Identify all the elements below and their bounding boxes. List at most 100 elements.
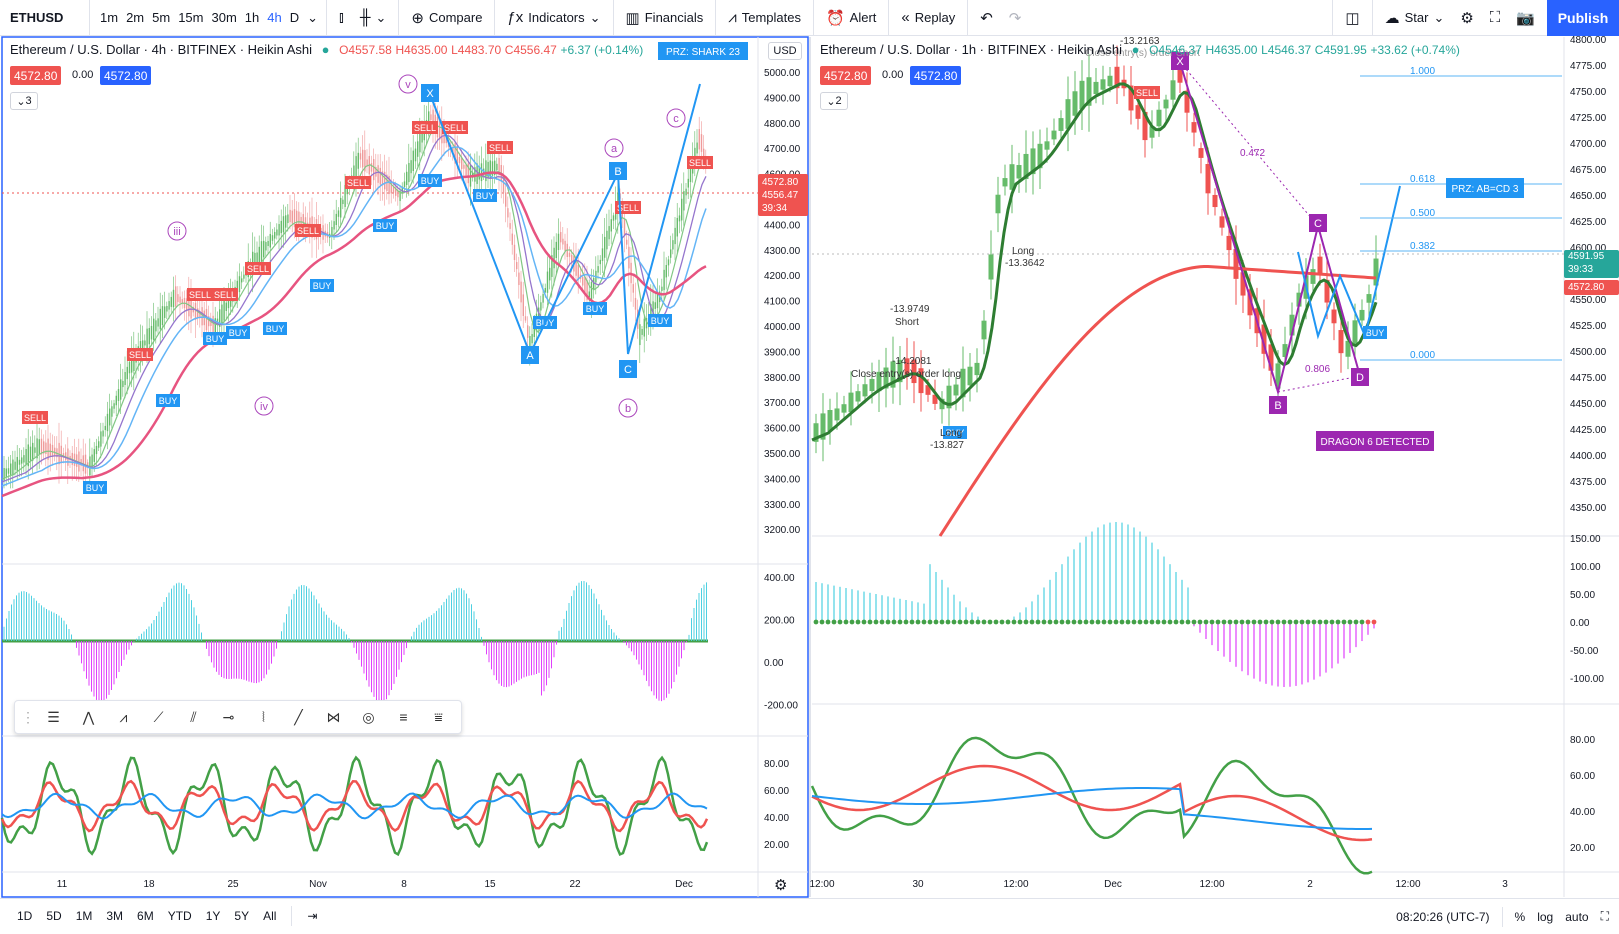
settings-lines-icon[interactable]: ⩸ <box>434 708 443 725</box>
prz-abcd-label[interactable] <box>1446 178 1524 198</box>
compare-button[interactable]: ⊕ Compare <box>403 0 490 36</box>
right-symbol-title[interactable]: Ethereum / U.S. Dollar · 1h · BITFINEX ·… <box>820 42 1122 57</box>
fullscreen-button[interactable]: ⛶ <box>1482 0 1509 36</box>
left-candle <box>155 320 157 332</box>
left-osc-tick: 400.00 <box>764 573 795 584</box>
pattern-point-c[interactable] <box>1309 214 1327 232</box>
sell-signal <box>187 288 213 301</box>
pattern-point-b[interactable] <box>609 162 627 180</box>
right-close: C4591.95 <box>1314 43 1367 57</box>
right-candle <box>1240 272 1246 296</box>
range-5y[interactable]: 5Y <box>234 909 250 923</box>
range-6m[interactable]: 6M <box>137 909 154 923</box>
left-symbol-title[interactable]: Ethereum / U.S. Dollar · 4h · BITFINEX ·… <box>10 42 312 57</box>
auto-toggle[interactable]: auto <box>1565 909 1589 924</box>
right-candle <box>1107 75 1113 87</box>
long-position-icon[interactable]: ⦚ <box>262 708 265 725</box>
ray-icon[interactable]: ⊸ <box>222 708 235 725</box>
settings-button[interactable]: ⚙ <box>1452 0 1481 36</box>
range-3m[interactable]: 3M <box>106 909 124 923</box>
pattern-point-c[interactable] <box>619 360 637 378</box>
go-to-date-icon[interactable]: ⇥ <box>307 909 318 923</box>
interval-1h[interactable]: 1h <box>244 10 260 25</box>
interval-5m[interactable]: 5m <box>152 10 171 25</box>
left-price-tick: 4300.00 <box>764 246 801 257</box>
alert-button[interactable]: ⏰ Alert <box>818 0 884 36</box>
sell-signal-text: SELL <box>414 123 436 133</box>
chart-canvas[interactable]: BUY BUY BUY BUY BUY BUY BUY BUY BUY BUY BUY BUY SELL… <box>0 36 1619 898</box>
harmonic-pattern-line[interactable] <box>1179 61 1361 396</box>
indicators-button[interactable]: ƒx Indicators ⌄ <box>499 0 608 36</box>
left-candle <box>205 308 208 331</box>
left-candle <box>540 302 542 311</box>
pattern-point-b[interactable] <box>1269 396 1287 414</box>
range-all[interactable]: All <box>263 909 277 923</box>
osc-dot <box>885 619 891 625</box>
range-1m[interactable]: 1M <box>75 909 93 923</box>
layout-button[interactable]: ◫ <box>1337 0 1367 36</box>
osc-dot <box>1047 619 1053 625</box>
range-1y[interactable]: 1Y <box>205 909 221 923</box>
fullscreen-icon[interactable]: ⛶ <box>1600 909 1609 923</box>
harmonic-pattern-line[interactable] <box>429 83 701 357</box>
drawing-toolbar[interactable]: ⋮ ☰ ⋀ ⩘ ⟋ ⫽ ⊸ ⦚ ╱ ⋈ ◎ ≡ ⩸ <box>14 700 462 734</box>
gear-icon[interactable]: ⚙ <box>774 877 788 894</box>
prz-shark-label[interactable] <box>658 42 748 60</box>
elliott-wave-icon[interactable]: ⩘ <box>119 708 128 725</box>
buy-signal-text: BUY <box>206 334 225 344</box>
left-indicators-collapse[interactable]: ⌄ 3 <box>10 92 38 110</box>
right-candle <box>1261 324 1267 354</box>
right-indicators-collapse[interactable]: ⌄ 2 <box>820 92 848 110</box>
xabcd-pattern-icon[interactable]: ⋈ <box>326 708 341 725</box>
fib-levels[interactable]: 1.000 0.618 0.500 0.382 0.000 <box>1360 66 1562 361</box>
currency-selector[interactable]: USD <box>768 42 802 60</box>
undo-button[interactable]: ↶ <box>972 0 1001 36</box>
interval-d[interactable]: D <box>289 10 300 25</box>
horizontal-lines-icon[interactable]: ☰ <box>47 708 60 725</box>
chart-type-button[interactable]: ⫾ <box>331 0 352 36</box>
pattern-point-x[interactable] <box>421 84 439 102</box>
abc-pattern-icon[interactable]: ⋀ <box>82 708 95 725</box>
left-buy-price[interactable]: 4572.80 <box>100 66 152 85</box>
pattern-point-c-label: C <box>1314 218 1322 230</box>
range-1d[interactable]: 1D <box>17 909 33 923</box>
left-candle <box>377 165 379 183</box>
dragon-detected-label[interactable] <box>1316 431 1434 451</box>
left-candle <box>293 209 296 228</box>
fib-spiral-icon[interactable]: ◎ <box>362 708 375 725</box>
fib-retracement-icon[interactable]: ≡ <box>399 709 408 725</box>
publish-button[interactable]: Publish <box>1547 0 1619 36</box>
pattern-point-d[interactable] <box>1351 368 1369 386</box>
right-buy-price[interactable]: 4572.80 <box>910 66 962 85</box>
interval-15m[interactable]: 15m <box>178 10 204 25</box>
drag-handle-icon[interactable]: ⋮ <box>21 708 35 725</box>
candle-type-button[interactable]: ╫ ⌄ <box>352 0 395 36</box>
interval-1m[interactable]: 1m <box>100 10 119 25</box>
replay-button[interactable]: « Replay <box>893 0 963 36</box>
symbol-search[interactable]: ETHUSD <box>0 0 90 36</box>
interval-2m[interactable]: 2m <box>126 10 145 25</box>
snapshot-button[interactable]: 📷 <box>1508 0 1543 36</box>
interval-30m[interactable]: 30m <box>211 10 237 25</box>
clock[interactable]: 08:20:26 (UTC-7) <box>1396 909 1490 924</box>
channel-icon[interactable]: ⫽ <box>190 708 197 725</box>
trend-line-icon[interactable]: ⟋ <box>153 708 164 725</box>
projection-line[interactable] <box>1297 185 1401 340</box>
line-icon[interactable]: ╱ <box>294 708 303 725</box>
right-sell-price[interactable]: 4572.80 <box>820 66 872 85</box>
left-sell-price[interactable]: 4572.80 <box>10 66 62 85</box>
log-toggle[interactable]: log <box>1537 909 1554 924</box>
templates-button[interactable]: ⩘ Templates <box>720 0 809 36</box>
pattern-point-a[interactable] <box>521 346 539 364</box>
interval-4h[interactable]: 4h <box>267 10 282 25</box>
range-ytd[interactable]: YTD <box>167 909 192 923</box>
interval-dropdown-icon[interactable]: ⌄ <box>307 9 319 25</box>
left-candle <box>280 220 282 234</box>
financials-button[interactable]: ▥ Financials <box>618 0 712 36</box>
pattern-point-x[interactable] <box>1171 52 1189 70</box>
percent-toggle[interactable]: % <box>1514 909 1526 924</box>
range-5d[interactable]: 5D <box>46 909 62 923</box>
redo-button[interactable]: ↷ <box>1001 0 1030 36</box>
osc-dot <box>951 619 957 625</box>
star-layout-button[interactable]: ☁ Star ⌄ <box>1377 0 1453 36</box>
